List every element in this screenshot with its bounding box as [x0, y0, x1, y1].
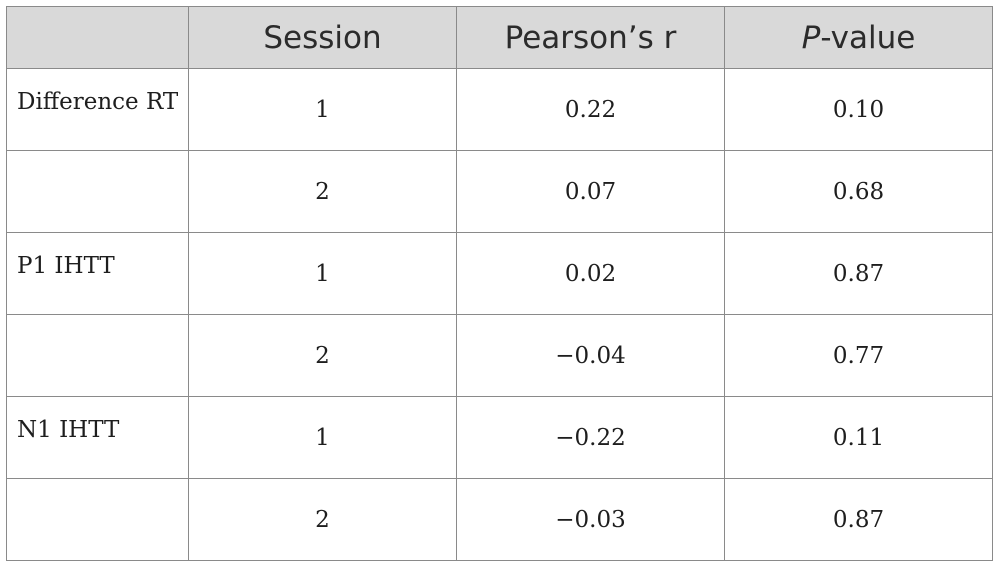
header-blank	[6, 6, 189, 69]
pearson-cell: −0.04	[456, 314, 725, 397]
session-cell: 1	[188, 396, 457, 479]
table-row: 2 0.07 0.68	[6, 150, 993, 233]
pearson-cell: −0.03	[456, 478, 725, 561]
pvalue-cell: 0.87	[724, 478, 993, 561]
pvalue-cell: 0.68	[724, 150, 993, 233]
header-row: Session Pearson’s r P-value	[6, 6, 993, 69]
header-pearson: Pearson’s r	[456, 6, 725, 69]
measure-cell: N1 IHTT	[6, 396, 189, 479]
correlation-table: Session Pearson’s r P-value Difference R…	[6, 6, 993, 561]
pearson-cell: 0.02	[456, 232, 725, 315]
measure-cell: P1 IHTT	[6, 232, 189, 315]
pearson-cell: −0.22	[456, 396, 725, 479]
session-cell: 2	[188, 478, 457, 561]
measure-cell	[6, 478, 189, 561]
measure-cell	[6, 314, 189, 397]
header-pvalue-prefix: P	[801, 19, 821, 56]
session-cell: 1	[188, 232, 457, 315]
header-session: Session	[188, 6, 457, 69]
table-body: Difference RT 1 0.22 0.10 2 0.07 0.68 P1…	[6, 68, 993, 561]
session-cell: 2	[188, 314, 457, 397]
pearson-cell: 0.07	[456, 150, 725, 233]
pvalue-cell: 0.11	[724, 396, 993, 479]
pvalue-cell: 0.10	[724, 68, 993, 151]
header-pvalue-suffix: -value	[820, 19, 916, 56]
session-cell: 1	[188, 68, 457, 151]
measure-cell: Difference RT	[6, 68, 189, 151]
pearson-cell: 0.22	[456, 68, 725, 151]
pvalue-cell: 0.87	[724, 232, 993, 315]
table-row: 2 −0.04 0.77	[6, 314, 993, 397]
pvalue-cell: 0.77	[724, 314, 993, 397]
table-header: Session Pearson’s r P-value	[6, 6, 993, 69]
table-row: P1 IHTT 1 0.02 0.87	[6, 232, 993, 315]
table-row: N1 IHTT 1 −0.22 0.11	[6, 396, 993, 479]
table-row: Difference RT 1 0.22 0.10	[6, 68, 993, 151]
measure-cell	[6, 150, 189, 233]
header-pvalue: P-value	[724, 6, 993, 69]
table-row: 2 −0.03 0.87	[6, 478, 993, 561]
session-cell: 2	[188, 150, 457, 233]
